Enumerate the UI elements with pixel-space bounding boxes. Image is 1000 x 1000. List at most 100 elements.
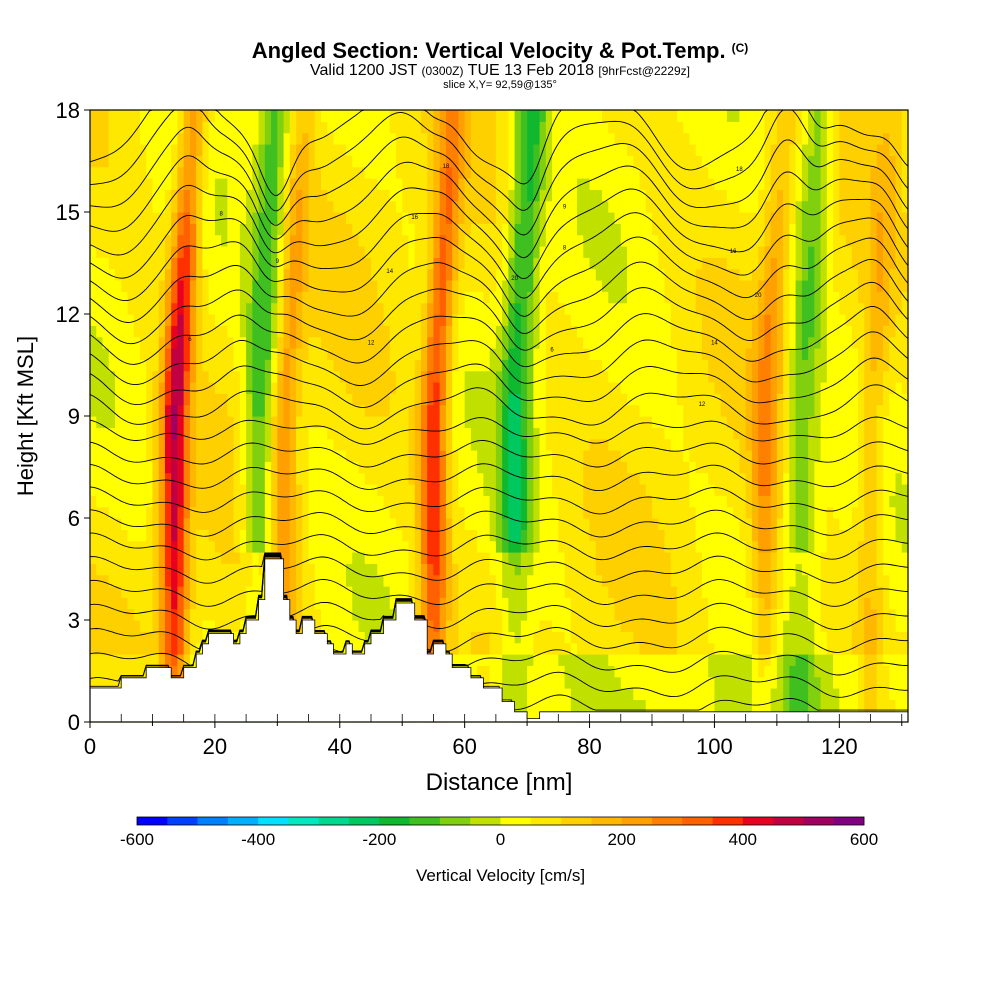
colorbar-segment xyxy=(621,817,653,825)
y-tick-label: 9 xyxy=(68,404,80,429)
theta-contour xyxy=(89,331,909,386)
contour-label: 6 xyxy=(550,347,554,353)
contour-label: 14 xyxy=(711,341,718,347)
axes: 0 20 40 60 80 100 120 0 3 6 9 12 15 18 xyxy=(56,98,903,759)
y-tick-label: 0 xyxy=(68,710,80,735)
colorbar-segment xyxy=(470,817,501,825)
contour-label: 6 xyxy=(188,337,192,343)
theta-contour xyxy=(89,126,909,236)
theta-contour xyxy=(89,258,909,335)
theta-contour xyxy=(89,384,909,430)
colorbar-segment xyxy=(167,817,198,825)
theta-contour xyxy=(89,306,909,368)
theta-contour xyxy=(89,555,909,676)
colorbar-segment xyxy=(349,817,380,825)
colorbar-segment xyxy=(137,817,168,825)
contour-label: 16 xyxy=(411,215,418,221)
colorbar-segment xyxy=(712,817,744,825)
theta-contour xyxy=(90,532,909,561)
colorbar-tick-label: -600 xyxy=(120,830,154,849)
colorbar-segment xyxy=(258,817,289,825)
terrain xyxy=(89,558,909,723)
colorbar-segment xyxy=(742,817,774,825)
theta-contour xyxy=(89,554,909,653)
theta-contour xyxy=(89,212,909,299)
theta-contour xyxy=(89,555,909,698)
theta-contour xyxy=(89,553,908,630)
theta-contour xyxy=(90,556,908,711)
colorbar-frame xyxy=(136,816,865,826)
colorbar-segment xyxy=(288,817,320,825)
colorbar-segment xyxy=(409,817,441,825)
contour-label: 12 xyxy=(699,402,706,408)
colorbar-segment xyxy=(591,817,622,825)
colorbar-segment xyxy=(197,817,229,825)
x-tick-label: 20 xyxy=(203,734,227,759)
contour-label: 20 xyxy=(755,293,762,299)
colorbar-segment xyxy=(530,817,562,825)
theta-contour xyxy=(89,509,909,538)
title-block: Angled Section: Vertical Velocity & Pot.… xyxy=(0,36,1000,92)
x-tick-label: 40 xyxy=(328,734,352,759)
colorbar-label: Vertical Velocity [cm/s] xyxy=(416,866,585,885)
x-axis-label: Distance [nm] xyxy=(426,769,573,796)
colorbar-tick-label: -200 xyxy=(362,830,396,849)
title-units: (C) xyxy=(731,41,749,55)
terrain-polygon xyxy=(89,558,909,723)
y-tick-label: 12 xyxy=(56,302,80,327)
colorbar-tick-label: -400 xyxy=(241,830,275,849)
theta-contour xyxy=(89,486,909,515)
contour-label: 20 xyxy=(511,276,518,282)
contour-label: 18 xyxy=(736,167,743,173)
colorbar-tick-label: 600 xyxy=(850,830,878,849)
y-tick-label: 18 xyxy=(56,98,80,123)
colorbar-segment xyxy=(379,817,410,825)
colorbar: -600 -400 -200 0 200 400 600 xyxy=(120,816,878,849)
theta-contour xyxy=(89,552,909,584)
x-tick-label: 60 xyxy=(452,734,476,759)
colorbar-segment xyxy=(773,817,804,825)
x-tick-label: 100 xyxy=(696,734,733,759)
contour-label: 8 xyxy=(563,245,567,251)
colorbar-segment xyxy=(439,817,471,825)
contour-label: 9 xyxy=(563,205,567,211)
colorbar-segment xyxy=(227,817,259,825)
x-tick-label: 80 xyxy=(577,734,601,759)
colorbar-segment xyxy=(500,817,532,825)
contour-label: 12 xyxy=(368,341,375,347)
colorbar-segment xyxy=(318,817,350,825)
colorbar-segment xyxy=(651,817,683,825)
theta-contour xyxy=(89,553,909,607)
colorbar-tick-label: 200 xyxy=(607,830,635,849)
theta-contour xyxy=(89,357,909,408)
colorbar-segment xyxy=(561,817,592,825)
x-tick-label: 120 xyxy=(821,734,858,759)
contour-label: 18 xyxy=(443,164,450,170)
theta-contour xyxy=(89,281,909,351)
theta-contour xyxy=(89,184,909,280)
colorbar-segment xyxy=(803,817,835,825)
y-axis-label: Height [Kft MSL] xyxy=(13,336,38,496)
contour-label: 8 xyxy=(219,211,223,217)
chart-title: Angled Section: Vertical Velocity & Pot.… xyxy=(251,38,749,63)
x-tick-label: 0 xyxy=(84,734,96,759)
contour-label: 16 xyxy=(730,249,737,255)
contour-label: 9 xyxy=(276,259,280,265)
theta-contour xyxy=(89,236,909,317)
colorbar-tick-label: 0 xyxy=(496,830,505,849)
colorbar-tick-label: 400 xyxy=(729,830,757,849)
y-tick-label: 6 xyxy=(68,506,80,531)
y-tick-label: 3 xyxy=(68,608,80,633)
theta-contour xyxy=(89,416,909,445)
theta-contour xyxy=(89,109,909,212)
slice-info: slice X,Y= 92,59@135° xyxy=(443,79,557,91)
y-tick-label: 15 xyxy=(56,200,80,225)
theta-contour xyxy=(89,440,909,468)
colorbar-segment xyxy=(682,817,713,825)
chart-subtitle: Valid 1200 JST (0300Z) TUE 13 Feb 2018 [… xyxy=(310,62,690,79)
contour-label: 14 xyxy=(386,269,393,275)
theta-contour xyxy=(89,155,909,259)
colorbar-segment xyxy=(833,817,865,825)
potential-temperature-contours: 6 8 9 12 14 16 18 20 6 8 9 12 14 16 18 20 xyxy=(89,109,909,711)
